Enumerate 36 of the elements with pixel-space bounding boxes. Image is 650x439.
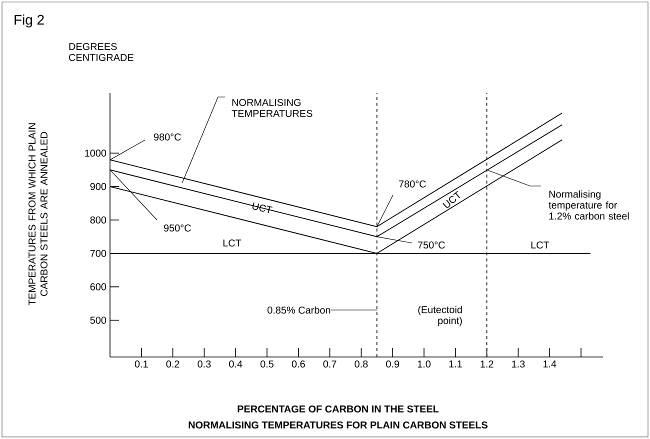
y-tick-label: 700 [90,250,106,257]
annotation: 0.85% Carbon [268,306,330,314]
y-tick-label: 500 [90,316,106,324]
y-tick-label: 600 [90,283,106,290]
series-label: LCT [531,241,550,249]
annotation: (Eutectoid point) [418,306,462,326]
x-tick-label: 1.2 [480,360,494,368]
annotation: 780°C [399,180,426,188]
y-tick-label: 800 [90,216,106,224]
text: LCT [223,239,242,247]
x-tick-label: 0.2 [166,360,180,368]
annotation: 750°C [418,241,445,249]
x-tick-label: 1.4 [543,360,556,368]
x-tick-label: 1.0 [418,360,431,368]
x-tick-label: 0.7 [323,360,336,368]
text: UCT [252,202,273,214]
y-tick-label: 900 [90,183,106,190]
x-axis-title: PERCENTAGE OF CARBON IN THE STEEL [238,405,439,413]
annotation: Normalising temperature for 1.2% carbon steel [548,190,629,220]
annotation: 980°C [154,133,181,141]
y-tick-label: 1000 [85,150,106,157]
text: NORMALISING TEMPERATURES FOR PLAIN CARBON STEELS [188,421,488,429]
x-tick-label: 0.5 [260,360,274,368]
x-tick-label: 1.3 [512,360,525,368]
x-tick-label: 0.1 [134,360,148,368]
x-tick-label: 0.3 [198,360,211,368]
x-tick-label: 1.1 [449,360,462,368]
y-axis-title: TEMPERATURES FROM WHICH PLAIN CARBON STEELS ARE ANNEALED [28,123,48,306]
text: DEGREES CENTIGRADE [69,42,134,61]
x-tick-label: 0.8 [354,360,368,368]
x-tick-label: 0.4 [229,360,242,368]
x-tick-label: 0.9 [386,360,400,368]
annotation: 950°C [164,224,191,232]
chart-title: Fig 2 [14,14,44,28]
x-tick-label: 0.6 [292,360,305,368]
annotation: NORMALISING TEMPERATURES [232,98,312,117]
